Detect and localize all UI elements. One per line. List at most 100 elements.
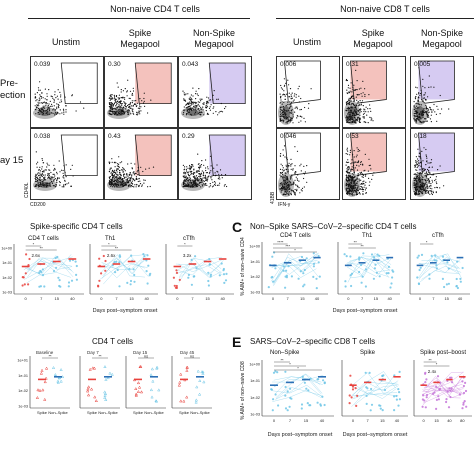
event-dot — [352, 114, 354, 117]
data-point — [419, 266, 422, 269]
event-dot — [428, 86, 430, 88]
event-dot — [203, 103, 205, 105]
event-dot — [353, 84, 355, 86]
event-dot — [144, 105, 146, 107]
event-dot — [185, 172, 187, 174]
event-dot — [130, 162, 132, 164]
event-dot — [129, 177, 132, 180]
event-dot — [182, 183, 185, 185]
event-dot — [346, 180, 348, 182]
data-point — [455, 285, 458, 288]
event-dot — [61, 186, 63, 188]
event-dot — [116, 176, 118, 178]
event-dot — [350, 170, 352, 172]
y-tick-label: 1e+00 — [249, 245, 260, 249]
x-tick-label: 0 — [352, 418, 355, 423]
event-dot — [287, 184, 289, 186]
event-dot — [417, 190, 420, 192]
event-dot — [290, 192, 292, 195]
event-dot — [122, 179, 124, 181]
subject-line — [26, 255, 74, 284]
event-dot — [122, 170, 124, 172]
data-point — [305, 257, 308, 260]
event-dot — [208, 172, 210, 174]
event-dot — [349, 122, 351, 124]
event-dot — [287, 103, 289, 106]
event-dot — [350, 187, 352, 189]
data-point — [195, 385, 199, 389]
event-dot — [127, 180, 129, 182]
event-dot — [357, 113, 359, 115]
event-dot — [41, 175, 43, 178]
event-dot — [53, 177, 55, 179]
event-dot — [37, 177, 39, 180]
event-dot — [296, 106, 298, 108]
data-point — [282, 269, 285, 272]
event-dot — [286, 185, 288, 187]
event-dot — [202, 109, 204, 111]
y-tick-label: 1e-01 — [18, 374, 28, 378]
event-dot — [349, 178, 351, 181]
event-dot — [38, 89, 40, 91]
panel-e-title: SARS–CoV–2–specific CD8 T cells — [250, 337, 376, 346]
data-point — [303, 283, 306, 286]
event-dot — [125, 102, 127, 105]
event-dot — [349, 116, 351, 118]
event-dot — [364, 189, 366, 191]
event-dot — [418, 67, 420, 69]
event-dot — [352, 118, 354, 121]
event-dot — [355, 112, 358, 114]
event-dot — [362, 113, 365, 115]
event-dot — [419, 161, 421, 164]
event-dot — [364, 95, 366, 97]
event-dot — [413, 114, 415, 116]
event-dot — [56, 106, 58, 108]
event-dot — [56, 173, 58, 175]
event-dot — [419, 185, 421, 187]
event-dot — [431, 174, 433, 176]
subject-line — [175, 257, 222, 274]
event-dot — [429, 162, 431, 164]
event-dot — [47, 182, 49, 184]
x-tick-label: 15 — [374, 296, 379, 301]
data-point — [113, 261, 116, 264]
event-dot — [53, 164, 55, 166]
event-dot — [126, 173, 128, 175]
event-dot — [414, 165, 416, 167]
event-dot — [191, 166, 193, 169]
event-dot — [197, 108, 199, 110]
subject-line — [24, 256, 73, 280]
event-dot — [353, 194, 355, 196]
event-dot — [110, 94, 112, 96]
data-point — [22, 276, 25, 279]
col-header-unstim-cd8: Unstim — [292, 37, 321, 47]
event-dot — [66, 183, 68, 185]
data-point — [104, 377, 108, 381]
event-dot — [432, 109, 434, 111]
event-dot — [48, 164, 50, 166]
event-dot — [286, 159, 288, 161]
event-dot — [48, 103, 50, 105]
event-dot — [289, 184, 291, 186]
event-dot — [365, 181, 367, 183]
event-dot — [350, 168, 352, 170]
col-header-nonspike-cd4: Non-Spike Megapool — [178, 28, 250, 50]
event-dot — [418, 164, 420, 166]
panel-b-sub-3: cTfh — [183, 236, 195, 242]
event-dot — [185, 93, 187, 95]
event-dot — [46, 110, 48, 112]
event-dot — [345, 109, 347, 111]
event-dot — [218, 112, 220, 114]
event-dot — [118, 163, 120, 165]
event-dot — [63, 165, 65, 167]
event-dot — [280, 101, 282, 103]
x-tick-label: 15 — [444, 296, 449, 301]
event-dot — [415, 178, 417, 180]
event-dot — [112, 178, 114, 180]
data-point — [110, 372, 114, 376]
event-dot — [117, 168, 119, 170]
event-dot — [120, 107, 122, 109]
event-dot — [369, 164, 371, 166]
event-dot — [287, 118, 289, 120]
event-dot — [189, 178, 192, 180]
